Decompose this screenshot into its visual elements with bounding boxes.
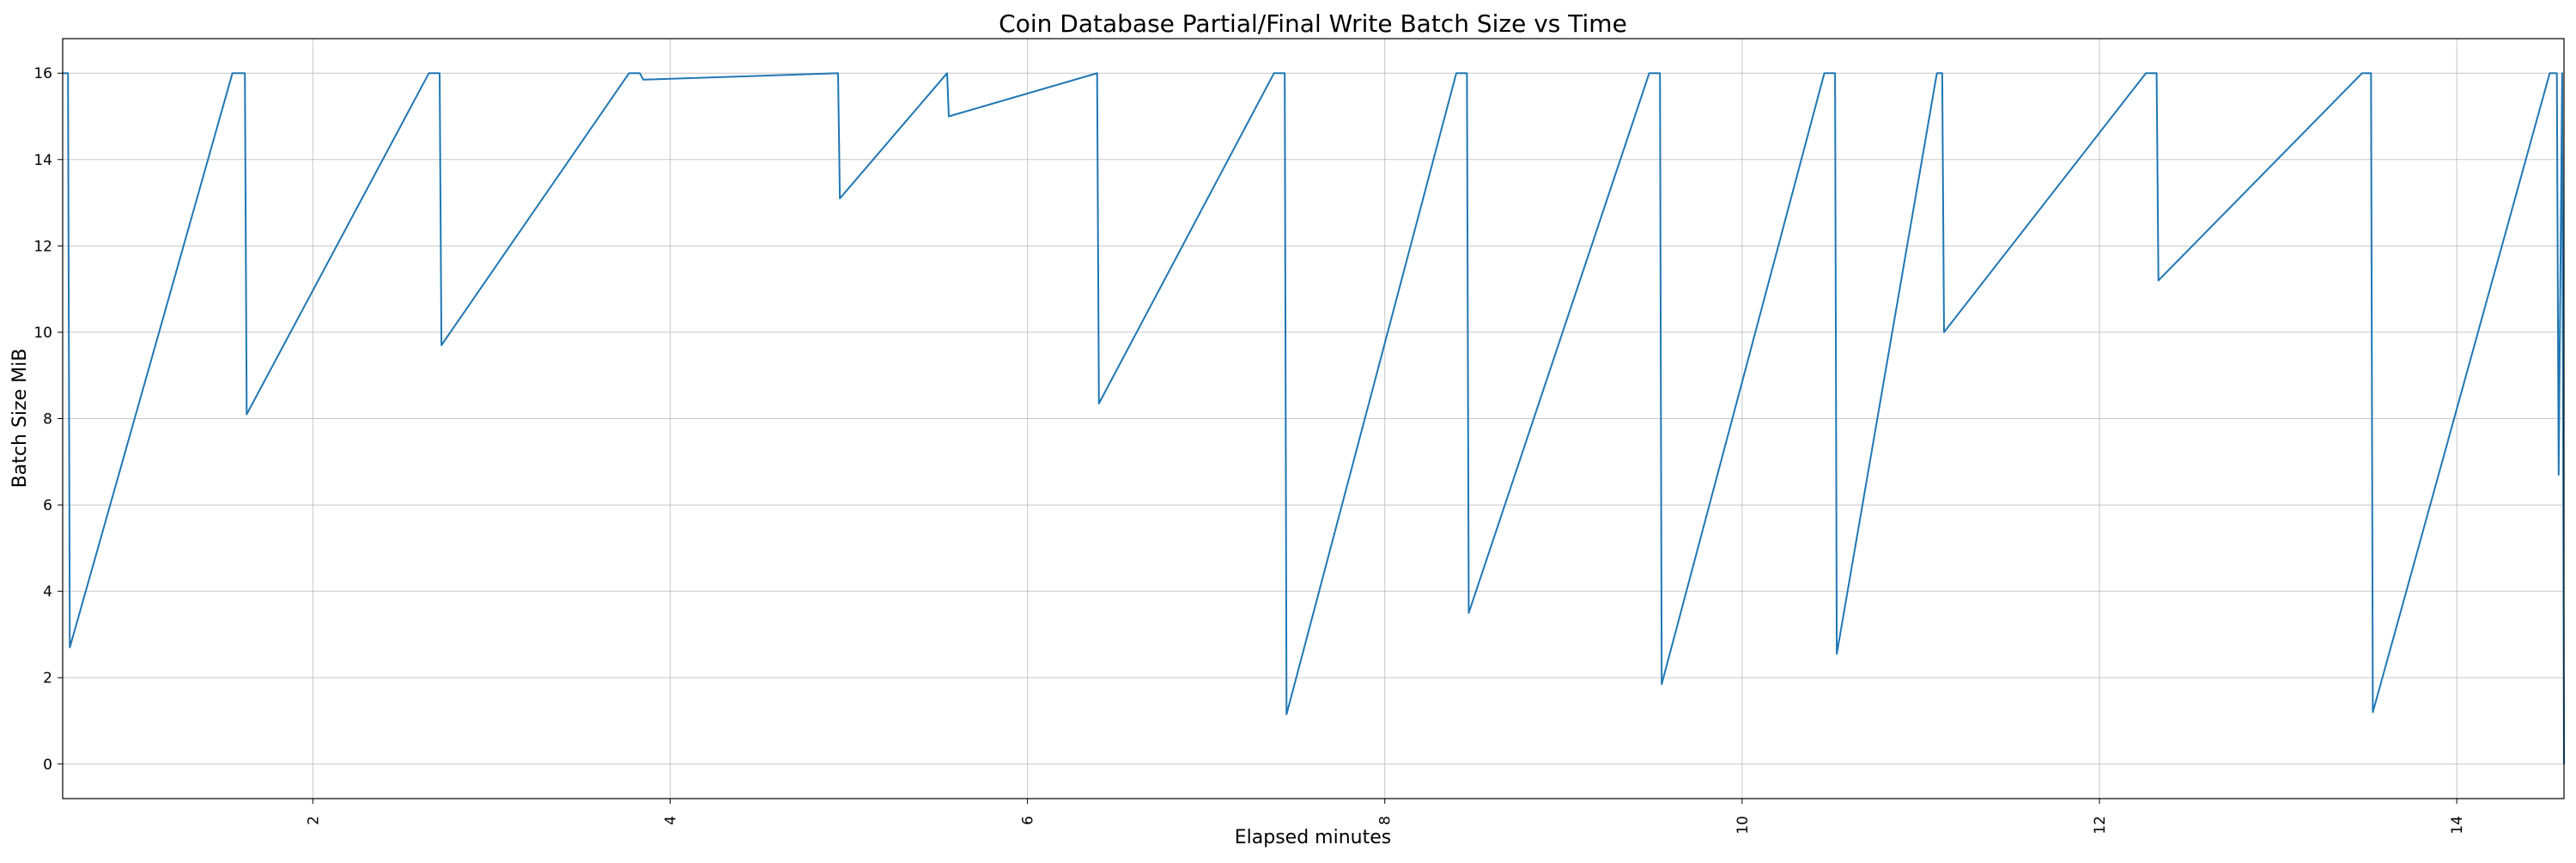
series-line [63, 72, 2565, 764]
y-tick-label: 2 [43, 670, 52, 687]
grid-lines [63, 39, 2564, 799]
y-tick-label: 0 [43, 757, 52, 774]
x-tick-label: 10 [1735, 816, 1752, 835]
y-tick-label: 6 [43, 497, 52, 514]
x-axis-ticks: 2 4 6 8 10 12 14 [305, 799, 2466, 835]
y-tick-label: 10 [33, 325, 52, 342]
x-tick-label: 8 [1377, 816, 1394, 825]
x-tick-label: 6 [1020, 816, 1037, 825]
series-layer [63, 72, 2565, 764]
y-tick-label: 16 [33, 65, 52, 82]
y-tick-label: 14 [33, 152, 52, 169]
y-tick-label: 12 [33, 238, 52, 255]
y-tick-label: 4 [43, 584, 52, 601]
x-tick-label: 2 [305, 816, 322, 825]
y-axis-ticks: 0 2 4 6 8 10 12 14 16 [33, 65, 63, 774]
y-tick-label: 8 [43, 411, 52, 428]
x-axis-label: Elapsed minutes [1235, 827, 1391, 848]
x-tick-label: 14 [2449, 816, 2466, 835]
x-tick-label: 4 [662, 816, 679, 825]
chart-title: Coin Database Partial/Final Write Batch … [999, 9, 1627, 38]
x-tick-label: 12 [2092, 816, 2109, 835]
y-axis-label: Batch Size MiB [9, 349, 31, 489]
